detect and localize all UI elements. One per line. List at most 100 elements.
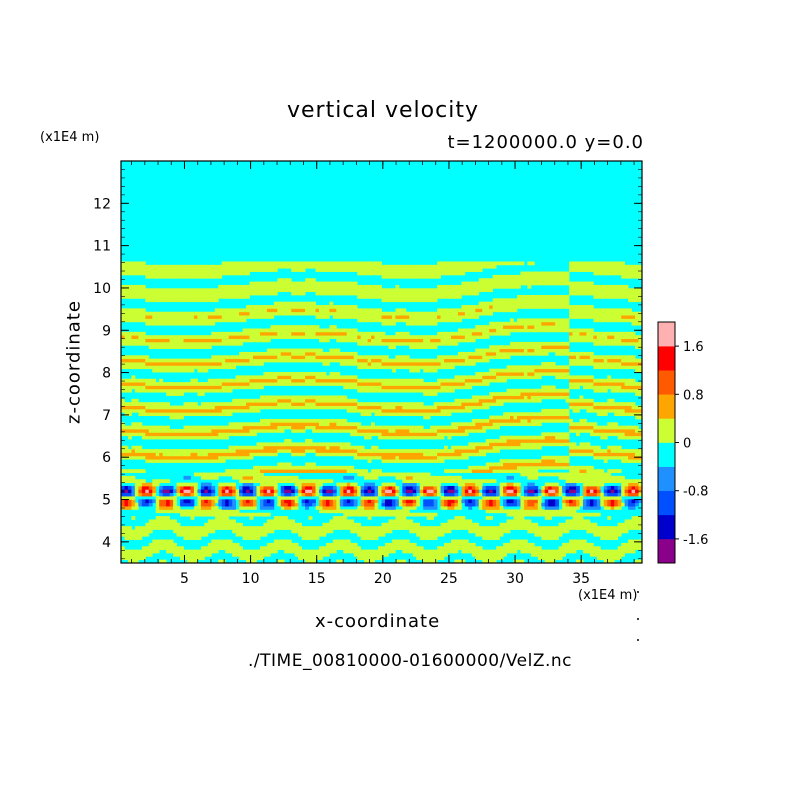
heatmap-cell — [430, 449, 434, 453]
heatmap-cell — [541, 492, 546, 497]
heatmap-cell — [127, 502, 132, 507]
heatmap-cell — [450, 382, 455, 386]
heatmap-cell — [378, 435, 382, 440]
heatmap-cell — [537, 489, 542, 494]
heatmap-cell — [624, 499, 629, 504]
heatmap-cell — [204, 475, 209, 480]
heatmap-cell — [152, 499, 157, 504]
heatmap-cell — [527, 442, 532, 447]
heatmap-cell — [600, 385, 605, 390]
heatmap-cell — [516, 398, 521, 403]
heatmap-cell — [159, 432, 164, 437]
heatmap-cell — [607, 559, 612, 564]
heatmap-cell — [388, 546, 393, 550]
heatmap-cell — [405, 429, 410, 433]
heatmap-cell — [450, 499, 455, 504]
heatmap-cell — [162, 425, 167, 430]
heatmap-cell — [555, 489, 560, 494]
heatmap-cell — [148, 402, 153, 406]
heatmap-cell — [162, 452, 167, 457]
heatmap-cell — [339, 429, 344, 433]
heatmap-cell — [121, 449, 125, 453]
heatmap-cell — [277, 526, 282, 530]
heatmap-cell — [621, 455, 626, 460]
heatmap-cell — [159, 499, 164, 504]
heatmap-cell — [621, 412, 626, 416]
heatmap-cell — [259, 546, 264, 550]
heatmap-cell — [499, 392, 504, 396]
heatmap-cell — [492, 506, 497, 510]
heatmap-cell — [138, 445, 143, 450]
heatmap-cell — [186, 549, 191, 554]
heatmap-cell — [423, 499, 428, 504]
heatmap-cell — [402, 492, 407, 497]
heatmap-cell — [492, 485, 497, 490]
heatmap-cell — [638, 482, 643, 487]
heatmap-cell — [371, 506, 375, 510]
heatmap-cell — [527, 435, 532, 440]
heatmap-cell — [259, 489, 264, 494]
heatmap-cell — [197, 432, 202, 437]
heatmap-cell — [430, 479, 434, 483]
heatmap-cell — [516, 516, 521, 520]
heatmap-cell — [485, 549, 490, 554]
heatmap-cell — [134, 482, 139, 487]
heatmap-cell — [173, 502, 177, 507]
heatmap-cell — [610, 502, 615, 507]
heatmap-cell — [485, 405, 490, 410]
heatmap-cell — [405, 472, 410, 477]
heatmap-cell — [152, 459, 157, 463]
heatmap-cell — [468, 442, 473, 447]
heatmap-cell — [492, 536, 497, 540]
heatmap-cell — [277, 378, 282, 383]
heatmap-cell — [412, 455, 417, 460]
heatmap-cell — [565, 502, 570, 507]
heatmap-cell — [617, 492, 622, 497]
heatmap-cell — [454, 559, 459, 564]
heatmap-cell — [409, 526, 414, 530]
heatmap-cell — [395, 475, 400, 480]
heatmap-cell — [537, 398, 542, 403]
heatmap-cell — [166, 408, 171, 413]
heatmap-cell — [190, 425, 195, 430]
heatmap-cell — [412, 449, 417, 453]
heatmap-cell — [416, 496, 421, 500]
heatmap-cell — [523, 469, 528, 473]
heatmap-cell — [332, 442, 337, 447]
heatmap-cell — [482, 449, 487, 453]
heatmap-cell — [138, 492, 143, 497]
heatmap-cell — [232, 542, 237, 547]
heatmap-cell — [294, 469, 299, 473]
heatmap-cell — [371, 385, 375, 390]
heatmap-cell — [138, 412, 143, 416]
heatmap-cell — [482, 559, 487, 564]
heatmap-cell — [242, 445, 247, 450]
heatmap-cell — [589, 546, 594, 550]
heatmap-cell — [318, 395, 323, 400]
heatmap-cell — [287, 378, 292, 383]
heatmap-cell — [454, 385, 459, 390]
heatmap-cell — [193, 412, 198, 416]
heatmap-cell — [124, 425, 129, 430]
heatmap-cell — [162, 408, 167, 413]
heatmap-cell — [492, 418, 497, 423]
heatmap-cell — [225, 388, 230, 393]
heatmap-cell — [325, 542, 330, 547]
heatmap-cell — [496, 425, 500, 430]
heatmap-cell — [339, 378, 344, 383]
heatmap-cell — [555, 502, 560, 507]
heatmap-cell — [513, 482, 518, 487]
heatmap-cell — [562, 375, 566, 380]
heatmap-cell — [346, 422, 351, 427]
heatmap-cell — [270, 469, 275, 473]
heatmap-cell — [357, 509, 362, 514]
heatmap-cell — [457, 539, 462, 544]
heatmap-cell — [246, 472, 250, 477]
heatmap-cell — [541, 385, 546, 390]
heatmap-cell — [266, 452, 271, 457]
heatmap-cell — [416, 499, 421, 504]
heatmap-cell — [360, 455, 365, 460]
heatmap-cell — [426, 532, 431, 537]
heatmap-cell — [162, 489, 167, 494]
heatmap-cell — [173, 529, 177, 534]
